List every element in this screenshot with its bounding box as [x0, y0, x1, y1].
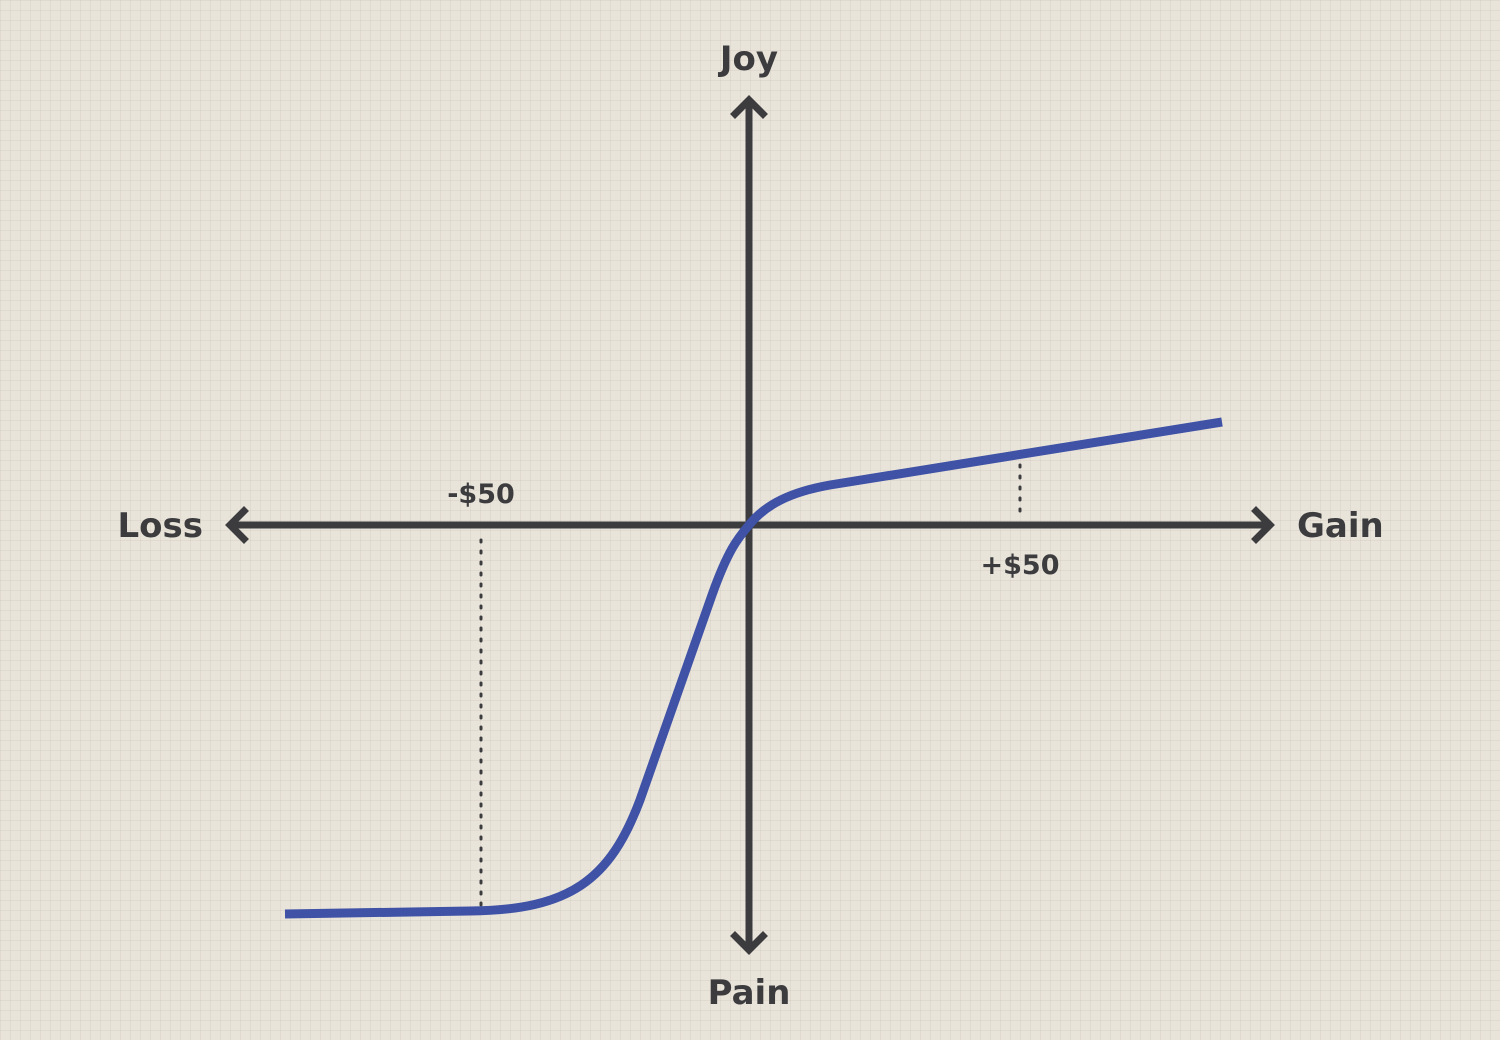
loss-arrowhead-icon — [225, 506, 249, 544]
gain-label: Gain — [1297, 506, 1384, 546]
pain-arrowhead-icon — [730, 931, 768, 955]
loss-label: Loss — [118, 506, 204, 546]
positive-marker-label: +$50 — [981, 550, 1060, 581]
value-curve — [284, 417, 1223, 919]
joy-arrowhead-icon — [730, 95, 768, 119]
joy-label: Joy — [718, 39, 778, 79]
negative-marker-label: -$50 — [447, 479, 515, 510]
pain-label: Pain — [708, 973, 791, 1013]
gain-arrowhead-icon — [1251, 506, 1275, 544]
